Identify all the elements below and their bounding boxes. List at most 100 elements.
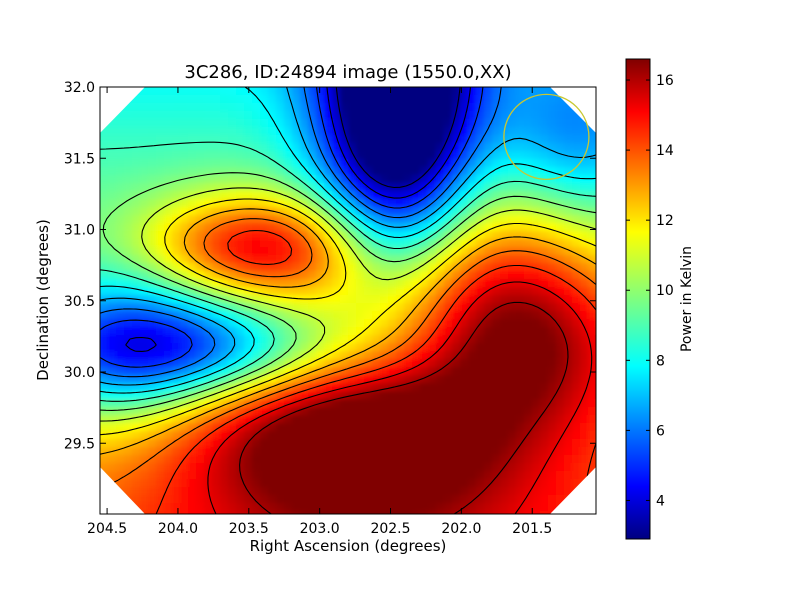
heatmap-cell [436,223,445,232]
heatmap-cell [276,295,285,304]
heatmap-cell [596,143,605,152]
heatmap-cell [452,167,461,176]
heatmap-cell [348,479,357,488]
heatmap-cell [500,367,509,376]
heatmap-cell [436,287,445,296]
heatmap-cell [468,407,477,416]
heatmap-cell [452,447,461,456]
heatmap-cell [556,431,565,440]
heatmap-cell [236,279,245,288]
heatmap-cell [404,271,413,280]
heatmap-cell [396,111,405,120]
heatmap-cell [428,215,437,224]
heatmap-cell [292,391,301,400]
heatmap-cell [308,255,317,264]
heatmap-cell [436,399,445,408]
heatmap-cell [452,343,461,352]
heatmap-cell [340,375,349,384]
heatmap-cell [172,455,181,464]
heatmap-cell [444,167,453,176]
heatmap-cell [508,391,517,400]
heatmap-cell [116,431,125,440]
heatmap-cell [292,511,301,514]
heatmap-cell [156,255,165,264]
heatmap-cell [332,223,341,232]
heatmap-cell [300,271,309,280]
heatmap-cell [428,255,437,264]
heatmap-cell [556,327,565,336]
heatmap-cell [548,351,557,360]
heatmap-cell [580,159,589,168]
heatmap-cell [180,231,189,240]
heatmap-cell [148,215,157,224]
heatmap-cell [140,223,149,232]
heatmap-cell [484,343,493,352]
heatmap-cell [268,143,277,152]
heatmap-cell [396,271,405,280]
heatmap-cell [476,423,485,432]
heatmap-cell [124,455,133,464]
heatmap-cell [388,351,397,360]
heatmap-cell [436,391,445,400]
heatmap-cell [516,175,525,184]
heatmap-cell [524,271,533,280]
heatmap-cell [532,183,541,192]
heatmap-cell [252,343,261,352]
heatmap-cell [308,103,317,112]
heatmap-cell [572,343,581,352]
heatmap-cell [564,359,573,368]
x-tick-label: 204.0 [158,521,198,537]
heatmap-cell [516,511,525,514]
heatmap-cell [428,159,437,168]
heatmap-cell [268,263,277,272]
heatmap-cell [428,455,437,464]
heatmap-cell [492,159,501,168]
heatmap-cell [196,423,205,432]
heatmap-cell [268,383,277,392]
heatmap-cell [164,511,173,514]
heatmap-cell [268,495,277,504]
heatmap-cell [532,327,541,336]
heatmap-cell [548,311,557,320]
heatmap-cell [308,319,317,328]
heatmap-cell [148,87,157,96]
heatmap-cell [172,383,181,392]
heatmap-cell [332,135,341,144]
heatmap-cell [420,383,429,392]
heatmap-cell [420,231,429,240]
heatmap-cell [116,327,125,336]
heatmap-cell [508,199,517,208]
heatmap-cell [140,431,149,440]
heatmap-cell [332,487,341,496]
heatmap-cell [212,423,221,432]
heatmap-cell [204,503,213,512]
heatmap-cell [236,463,245,472]
heatmap-cell [260,279,269,288]
heatmap-cell [220,143,229,152]
heatmap-cell [132,303,141,312]
heatmap-cell [236,263,245,272]
heatmap-cell [332,391,341,400]
heatmap-cell [212,191,221,200]
heatmap-cell [540,135,549,144]
heatmap-cell [500,343,509,352]
heatmap-cell [444,175,453,184]
heatmap-cell [468,95,477,104]
heatmap-cell [364,255,373,264]
heatmap-cell [588,519,597,528]
heatmap-cell [132,487,141,496]
heatmap-cell [524,87,533,96]
heatmap-cell [116,351,125,360]
heatmap-cell [228,231,237,240]
heatmap-cell [476,431,485,440]
heatmap-cell [156,311,165,320]
heatmap-cell [196,327,205,336]
heatmap-cell [276,111,285,120]
heatmap-cell [236,199,245,208]
heatmap-cell [452,431,461,440]
heatmap-cell [372,343,381,352]
heatmap-cell [596,247,605,256]
heatmap-cell [428,487,437,496]
heatmap-cell [468,439,477,448]
heatmap-cell [156,327,165,336]
